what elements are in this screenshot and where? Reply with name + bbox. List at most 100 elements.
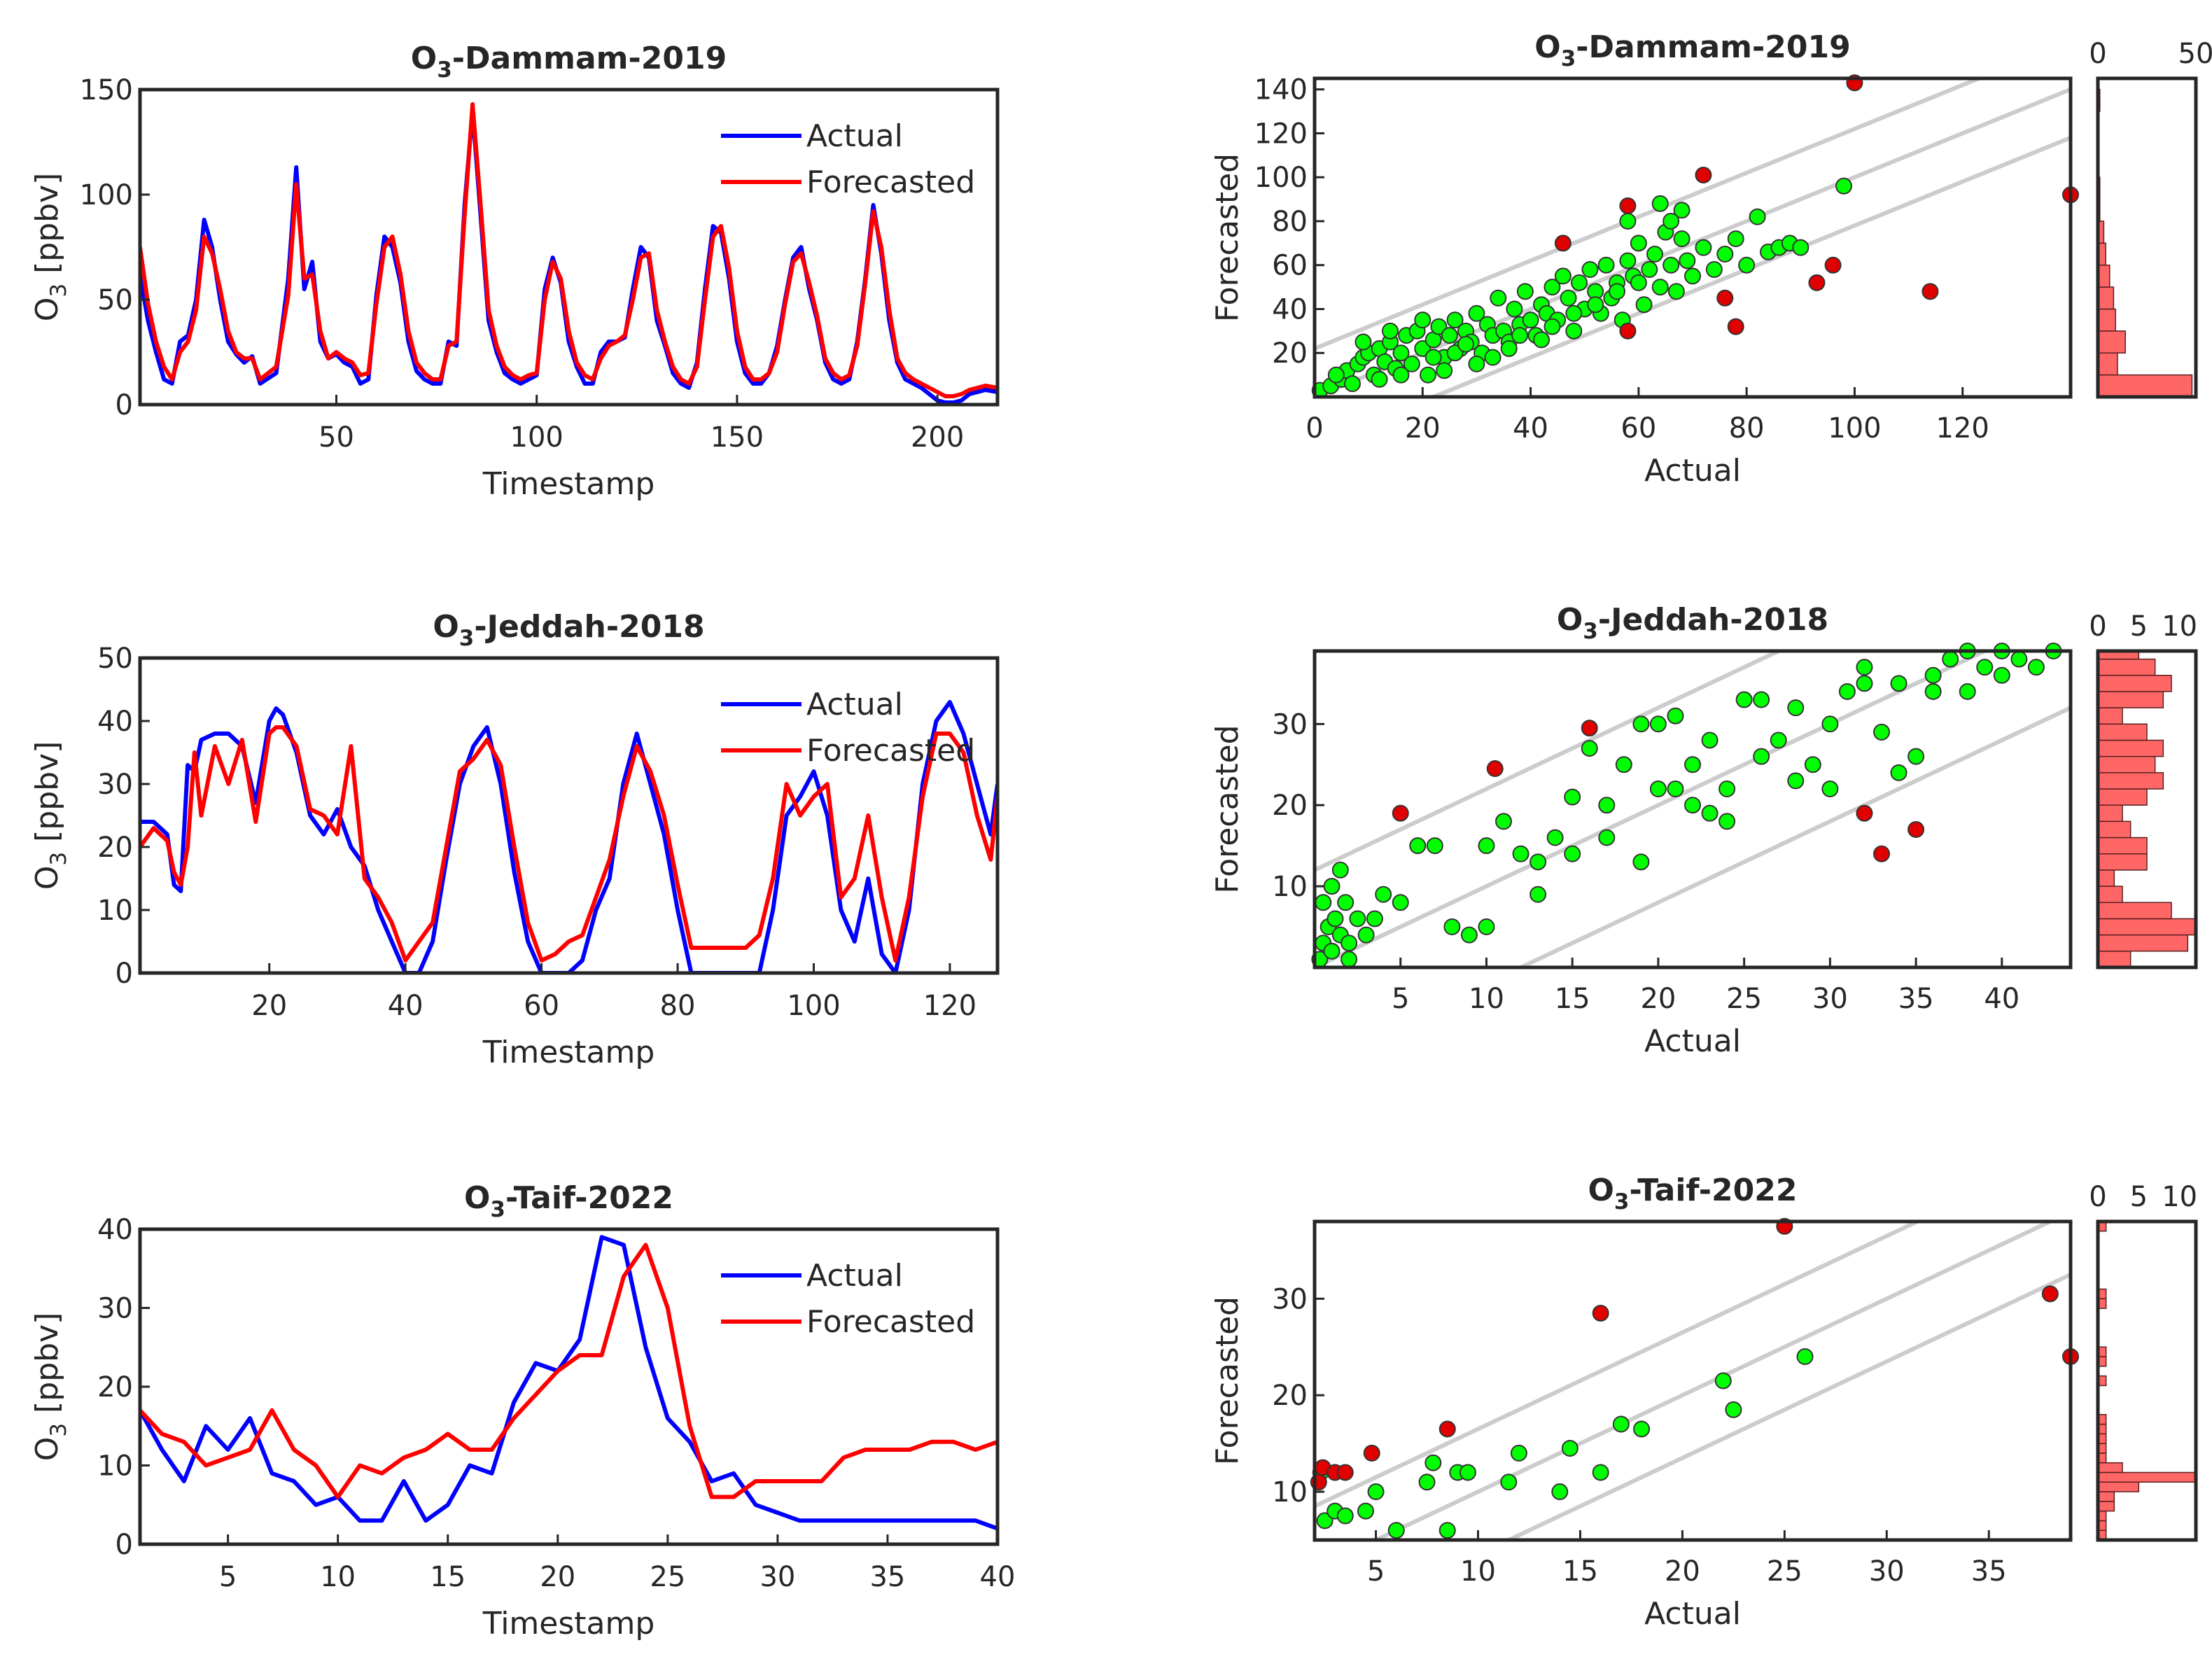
y-tick-label: 10 xyxy=(97,1450,133,1483)
y-tick-label: 10 xyxy=(1272,1476,1308,1508)
x-axis-label: Timestamp xyxy=(482,1035,655,1070)
inlier-point xyxy=(1510,1444,1527,1462)
inlier-point xyxy=(1787,772,1805,790)
x-tick-label: 60 xyxy=(524,990,559,1022)
outlier-point xyxy=(2041,1285,2059,1303)
tolerance-line xyxy=(1504,1273,2071,1540)
hist-bar xyxy=(2098,788,2148,806)
inlier-point xyxy=(1684,756,1701,774)
inlier-point xyxy=(1530,853,1547,871)
legend-label-actual: Actual xyxy=(806,687,903,722)
series-line-forecasted xyxy=(140,1242,997,1499)
hist-bar xyxy=(2098,918,2196,936)
inlier-point xyxy=(1387,1522,1405,1539)
outlier-point xyxy=(1921,283,1939,300)
hist-bar xyxy=(2098,286,2115,310)
y-tick-label: 20 xyxy=(97,832,133,864)
inlier-point xyxy=(1327,366,1345,384)
plot-title: O3-Dammam-2019 xyxy=(1534,29,1850,71)
histogram-0: 0 50 xyxy=(2089,38,2212,399)
plot-title: O3-Taif-2022 xyxy=(1588,1172,1798,1214)
inlier-point xyxy=(1561,1440,1578,1457)
inlier-point xyxy=(1438,1522,1456,1539)
hist-bar xyxy=(2098,1471,2196,1483)
inlier-point xyxy=(1336,1507,1354,1525)
inlier-point xyxy=(1890,764,1907,781)
inlier-point xyxy=(1392,344,1410,362)
y-tick-label: 40 xyxy=(1272,293,1308,326)
inlier-point xyxy=(1357,1502,1374,1520)
outlier-point xyxy=(1808,274,1826,291)
x-axis-label: Actual xyxy=(1644,1023,1741,1059)
hist-bar xyxy=(2098,772,2164,790)
axes-frame xyxy=(1312,649,2073,969)
plot-title: O3-Jeddah-2018 xyxy=(433,609,704,651)
x-tick-label: 60 xyxy=(1620,412,1656,444)
inlier-point xyxy=(1619,252,1637,270)
inlier-point xyxy=(1838,682,1856,700)
x-axis-label: Timestamp xyxy=(482,466,655,502)
outlier-point xyxy=(1619,197,1637,214)
y-tick-label: 30 xyxy=(1272,708,1308,741)
tolerance-line xyxy=(1427,135,2071,397)
inlier-point xyxy=(1592,1464,1609,1481)
inlier-point xyxy=(1315,894,1332,911)
hist-bar xyxy=(2098,1462,2123,1474)
inlier-point xyxy=(1598,829,1616,846)
hist-bar xyxy=(2098,934,2189,952)
inlier-point xyxy=(1684,797,1701,814)
hist-bar xyxy=(2098,804,2123,822)
inlier-point xyxy=(1821,780,1839,798)
x-tick-label: 100 xyxy=(1828,412,1881,444)
x-axis-label: Actual xyxy=(1644,453,1741,489)
y-tick-label: 20 xyxy=(1272,1380,1308,1412)
inlier-point xyxy=(2010,650,2028,668)
inlier-point xyxy=(1662,256,1680,274)
y-axis-label: Forecasted xyxy=(1210,1296,1245,1465)
inlier-point xyxy=(1635,296,1653,314)
legend-label-forecasted: Forecasted xyxy=(806,164,975,200)
inlier-point xyxy=(1856,675,1873,692)
inlier-point xyxy=(1344,375,1361,393)
inlier-point xyxy=(1649,780,1667,798)
y-tick-label: 60 xyxy=(1272,250,1308,282)
x-tick-label: 150 xyxy=(710,421,764,454)
hist-bar xyxy=(2098,330,2126,354)
histogram-2: 0 5 10 xyxy=(2089,1181,2198,1542)
plot-title: O3-Jeddah-2018 xyxy=(1557,602,1828,644)
inlier-point xyxy=(1667,707,1684,724)
hist-bar xyxy=(2098,853,2148,871)
y-tick-label: 10 xyxy=(1272,871,1308,903)
tolerance-line xyxy=(1315,651,1784,872)
line-plot-0: 50 100 150 200 0 50 100 150 O3-Dammam-2019 Timest… xyxy=(29,41,1000,502)
inlier-point xyxy=(1942,650,1959,668)
legend-label-forecasted: Forecasted xyxy=(806,733,975,769)
x-tick-label: 100 xyxy=(510,421,564,454)
x-tick-label: 10 xyxy=(1469,983,1504,1015)
histogram-1: 0 5 10 xyxy=(2089,610,2198,969)
outlier-point xyxy=(1363,1444,1380,1462)
hist-tick-label: 10 xyxy=(2162,610,2197,643)
axes-frame xyxy=(138,656,1000,975)
hist-bar xyxy=(2098,886,2123,904)
inlier-point xyxy=(1354,333,1372,351)
inlier-point xyxy=(1565,322,1583,340)
inlier-point xyxy=(1546,829,1564,846)
inlier-point xyxy=(1533,331,1550,349)
tolerance-line xyxy=(1315,78,1984,351)
inlier-point xyxy=(1714,1372,1732,1390)
y-tick-label: 0 xyxy=(115,1529,133,1561)
inlier-point xyxy=(1571,274,1588,291)
outlier-point xyxy=(1716,289,1734,307)
y-axis-label: O3 [ppbv] xyxy=(29,741,71,890)
y-tick-label: 40 xyxy=(97,706,133,738)
inlier-point xyxy=(1630,274,1647,291)
hist-bar xyxy=(2098,220,2105,244)
inlier-point xyxy=(1382,322,1399,340)
inlier-point xyxy=(1511,327,1529,344)
plot-title: O3-Taif-2022 xyxy=(464,1180,673,1222)
inlier-point xyxy=(1679,252,1696,270)
x-tick-label: 15 xyxy=(1562,1555,1598,1588)
inlier-point xyxy=(1609,283,1625,300)
